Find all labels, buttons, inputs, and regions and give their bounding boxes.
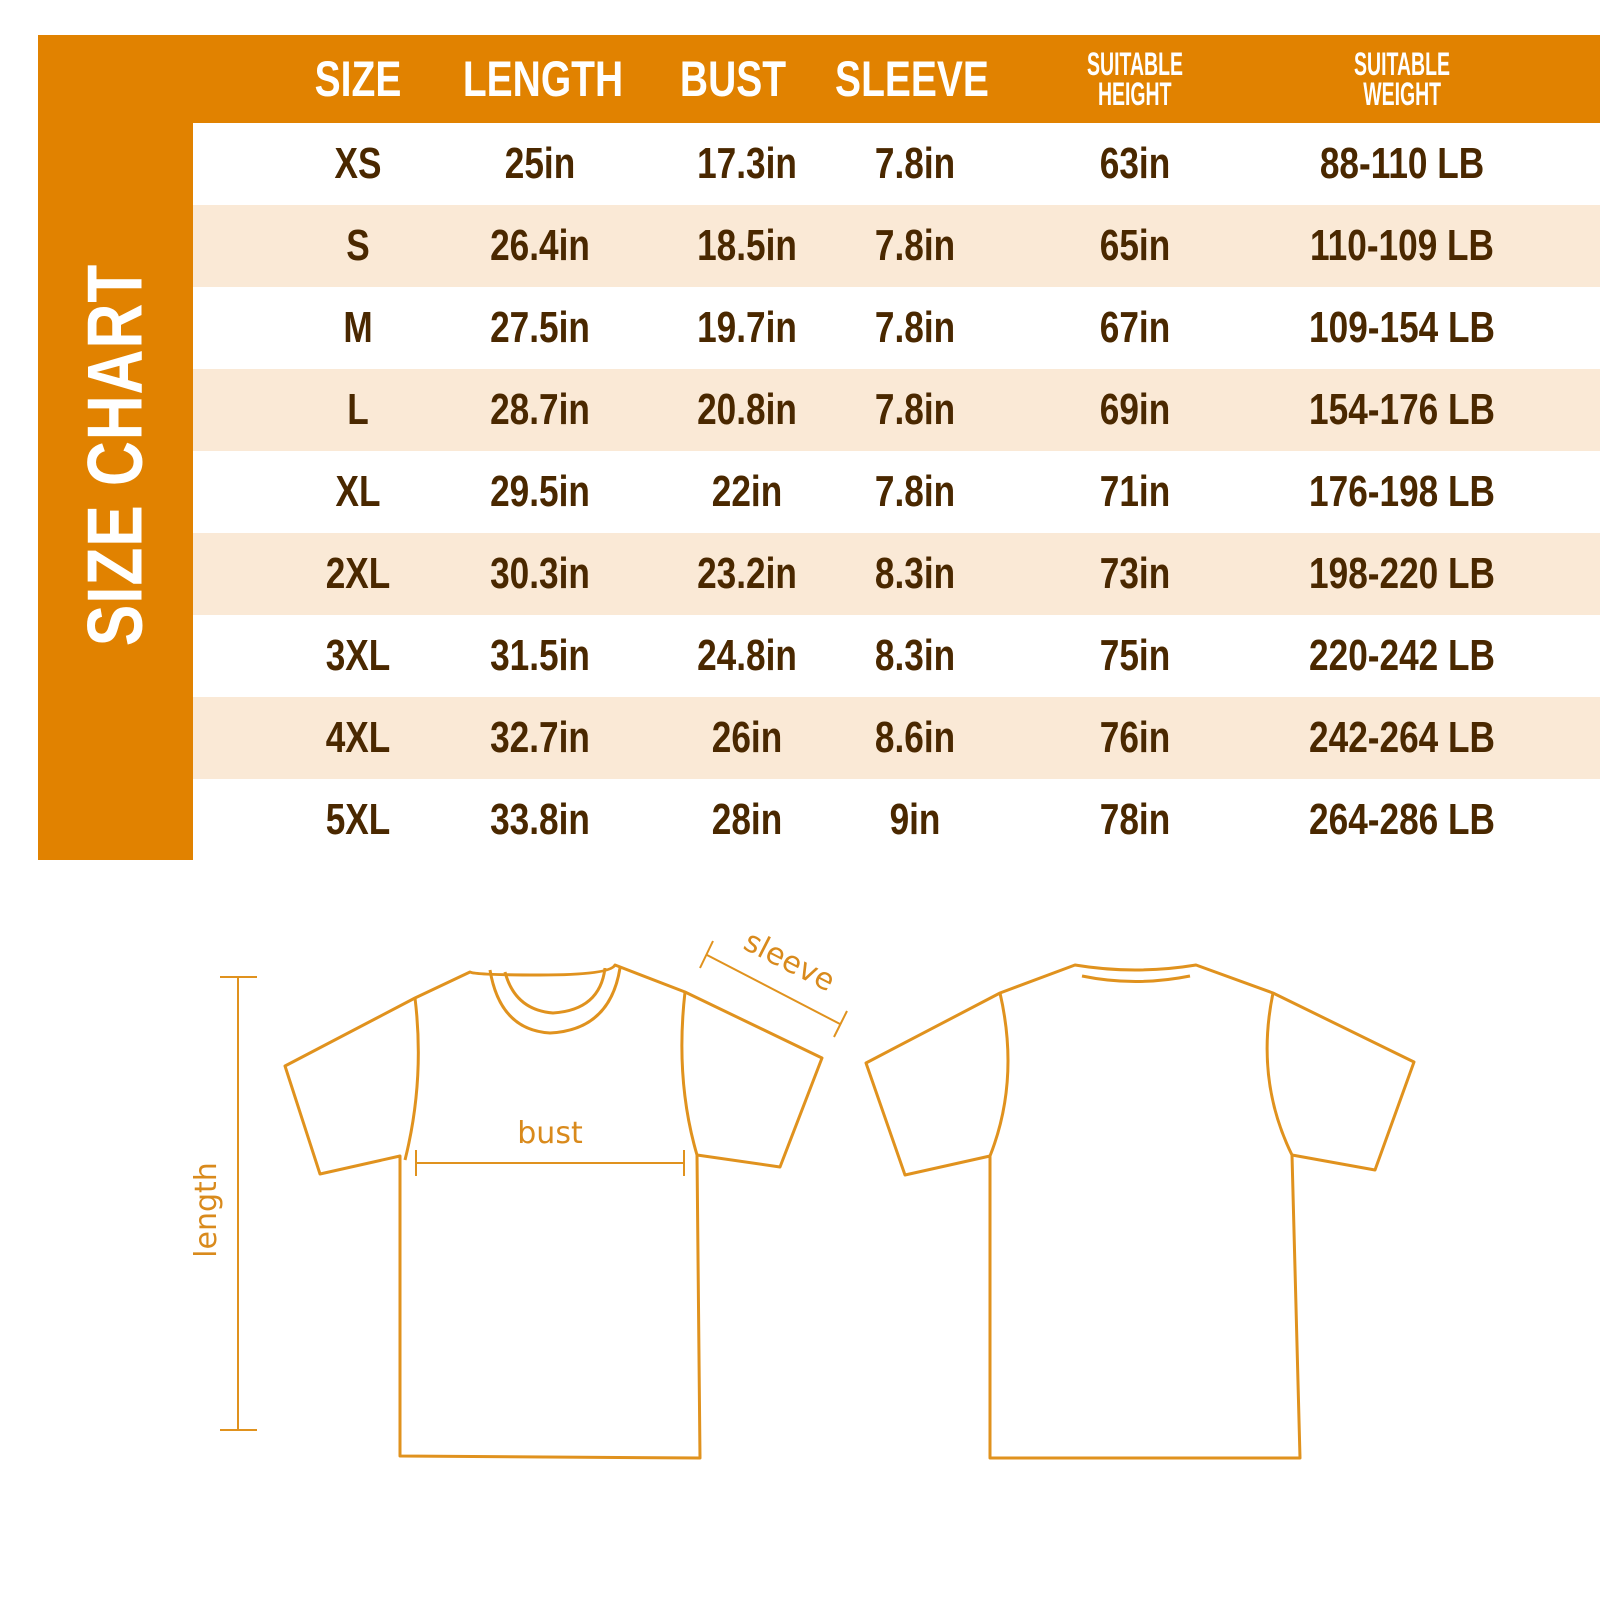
cell-sleeve: 9in [889,795,941,844]
header-bust: BUST [679,51,787,107]
cell-bust: 17.3in [697,139,797,188]
header-weight: SUITABLE WEIGHT [1354,46,1450,112]
table-body: XS 25in 17.3in 7.8in 63in 88-110 LB S 26.4in 18.… [193,123,1600,861]
cell-weight: 110-109 LB [1310,221,1494,270]
header-length: LENGTH [462,51,624,107]
cell-size: 5XL [325,795,391,844]
bust-line [415,1150,685,1176]
cell-length: 33.8in [490,795,590,844]
cell-bust: 23.2in [697,549,797,598]
cell-size: S [346,221,370,270]
cell-height: 67in [1099,303,1171,352]
cell-size: 3XL [325,631,391,680]
sleeve-line [699,940,848,1038]
table-header: SIZE LENGTH BUST SLEEVE SUITABLE HEIGHT S… [193,35,1600,123]
table-row: M 27.5in 19.7in 7.8in 67in 109-154 LB [193,287,1600,369]
cell-height: 76in [1099,713,1171,762]
size-chart-table: SIZE CHART SIZE LENGTH BUST SLEEVE SUITA… [38,35,1600,861]
table-row: 5XL 33.8in 28in 9in 78in 264-286 LB [193,779,1600,861]
length-line [220,976,257,1431]
cell-length: 25in [504,139,576,188]
cell-length: 30.3in [490,549,590,598]
cell-length: 31.5in [490,631,590,680]
cell-length: 26.4in [490,221,590,270]
cell-weight: 109-154 LB [1309,303,1495,352]
cell-length: 32.7in [490,713,590,762]
cell-weight: 264-286 LB [1309,795,1495,844]
chart-title: SIZE CHART [70,263,159,647]
cell-sleeve: 8.3in [874,631,956,680]
cell-sleeve: 8.3in [874,549,956,598]
tshirt-back [864,963,1416,1460]
cell-bust: 26in [711,713,783,762]
cell-weight: 242-264 LB [1309,713,1495,762]
cell-bust: 28in [711,795,783,844]
cell-height: 78in [1099,795,1171,844]
cell-height: 71in [1099,467,1171,516]
table-row: L 28.7in 20.8in 7.8in 69in 154-176 LB [193,369,1600,451]
bust-label: bust [517,1116,583,1151]
header-height: SUITABLE HEIGHT [1087,46,1183,112]
tshirt-front [283,963,824,1460]
cell-sleeve: 7.8in [874,467,956,516]
cell-sleeve: 7.8in [874,303,956,352]
table-row: 3XL 31.5in 24.8in 8.3in 75in 220-242 LB [193,615,1600,697]
cell-size: 2XL [325,549,391,598]
cell-bust: 24.8in [697,631,797,680]
cell-size: M [343,303,373,352]
cell-height: 69in [1099,385,1171,434]
table-row: 2XL 30.3in 23.2in 8.3in 73in 198-220 LB [193,533,1600,615]
cell-sleeve: 7.8in [874,221,956,270]
cell-weight: 198-220 LB [1309,549,1495,598]
cell-height: 63in [1099,139,1171,188]
cell-size: L [347,385,369,434]
cell-bust: 22in [711,467,783,516]
length-label: length [189,1162,224,1258]
table-row: XS 25in 17.3in 7.8in 63in 88-110 LB [193,123,1600,205]
cell-length: 27.5in [490,303,590,352]
cell-size: 4XL [325,713,391,762]
cell-size: XL [335,467,381,516]
cell-length: 28.7in [490,385,590,434]
cell-length: 29.5in [490,467,590,516]
header-sleeve: SLEEVE [835,51,989,107]
cell-weight: 154-176 LB [1309,385,1495,434]
cell-sleeve: 7.8in [874,139,956,188]
cell-sleeve: 7.8in [874,385,956,434]
cell-weight: 220-242 LB [1309,631,1495,680]
cell-bust: 20.8in [697,385,797,434]
cell-weight: 176-198 LB [1309,467,1495,516]
tshirt-diagram: bust length sleeve [189,924,1416,1460]
table-row: S 26.4in 18.5in 7.8in 65in 110-109 LB [193,205,1600,287]
measure-lines [220,940,848,1431]
cell-bust: 19.7in [697,303,797,352]
cell-sleeve: 8.6in [874,713,956,762]
cell-size: XS [334,139,382,188]
side-band: SIZE CHART [38,35,193,860]
cell-height: 65in [1099,221,1171,270]
table-row: XL 29.5in 22in 7.8in 71in 176-198 LB [193,451,1600,533]
cell-height: 73in [1099,549,1171,598]
cell-bust: 18.5in [697,221,797,270]
header-size: SIZE [314,51,402,107]
sleeve-label: sleeve [738,924,840,999]
table-row: 4XL 32.7in 26in 8.6in 76in 242-264 LB [193,697,1600,779]
cell-weight: 88-110 LB [1319,139,1485,188]
cell-height: 75in [1099,631,1171,680]
